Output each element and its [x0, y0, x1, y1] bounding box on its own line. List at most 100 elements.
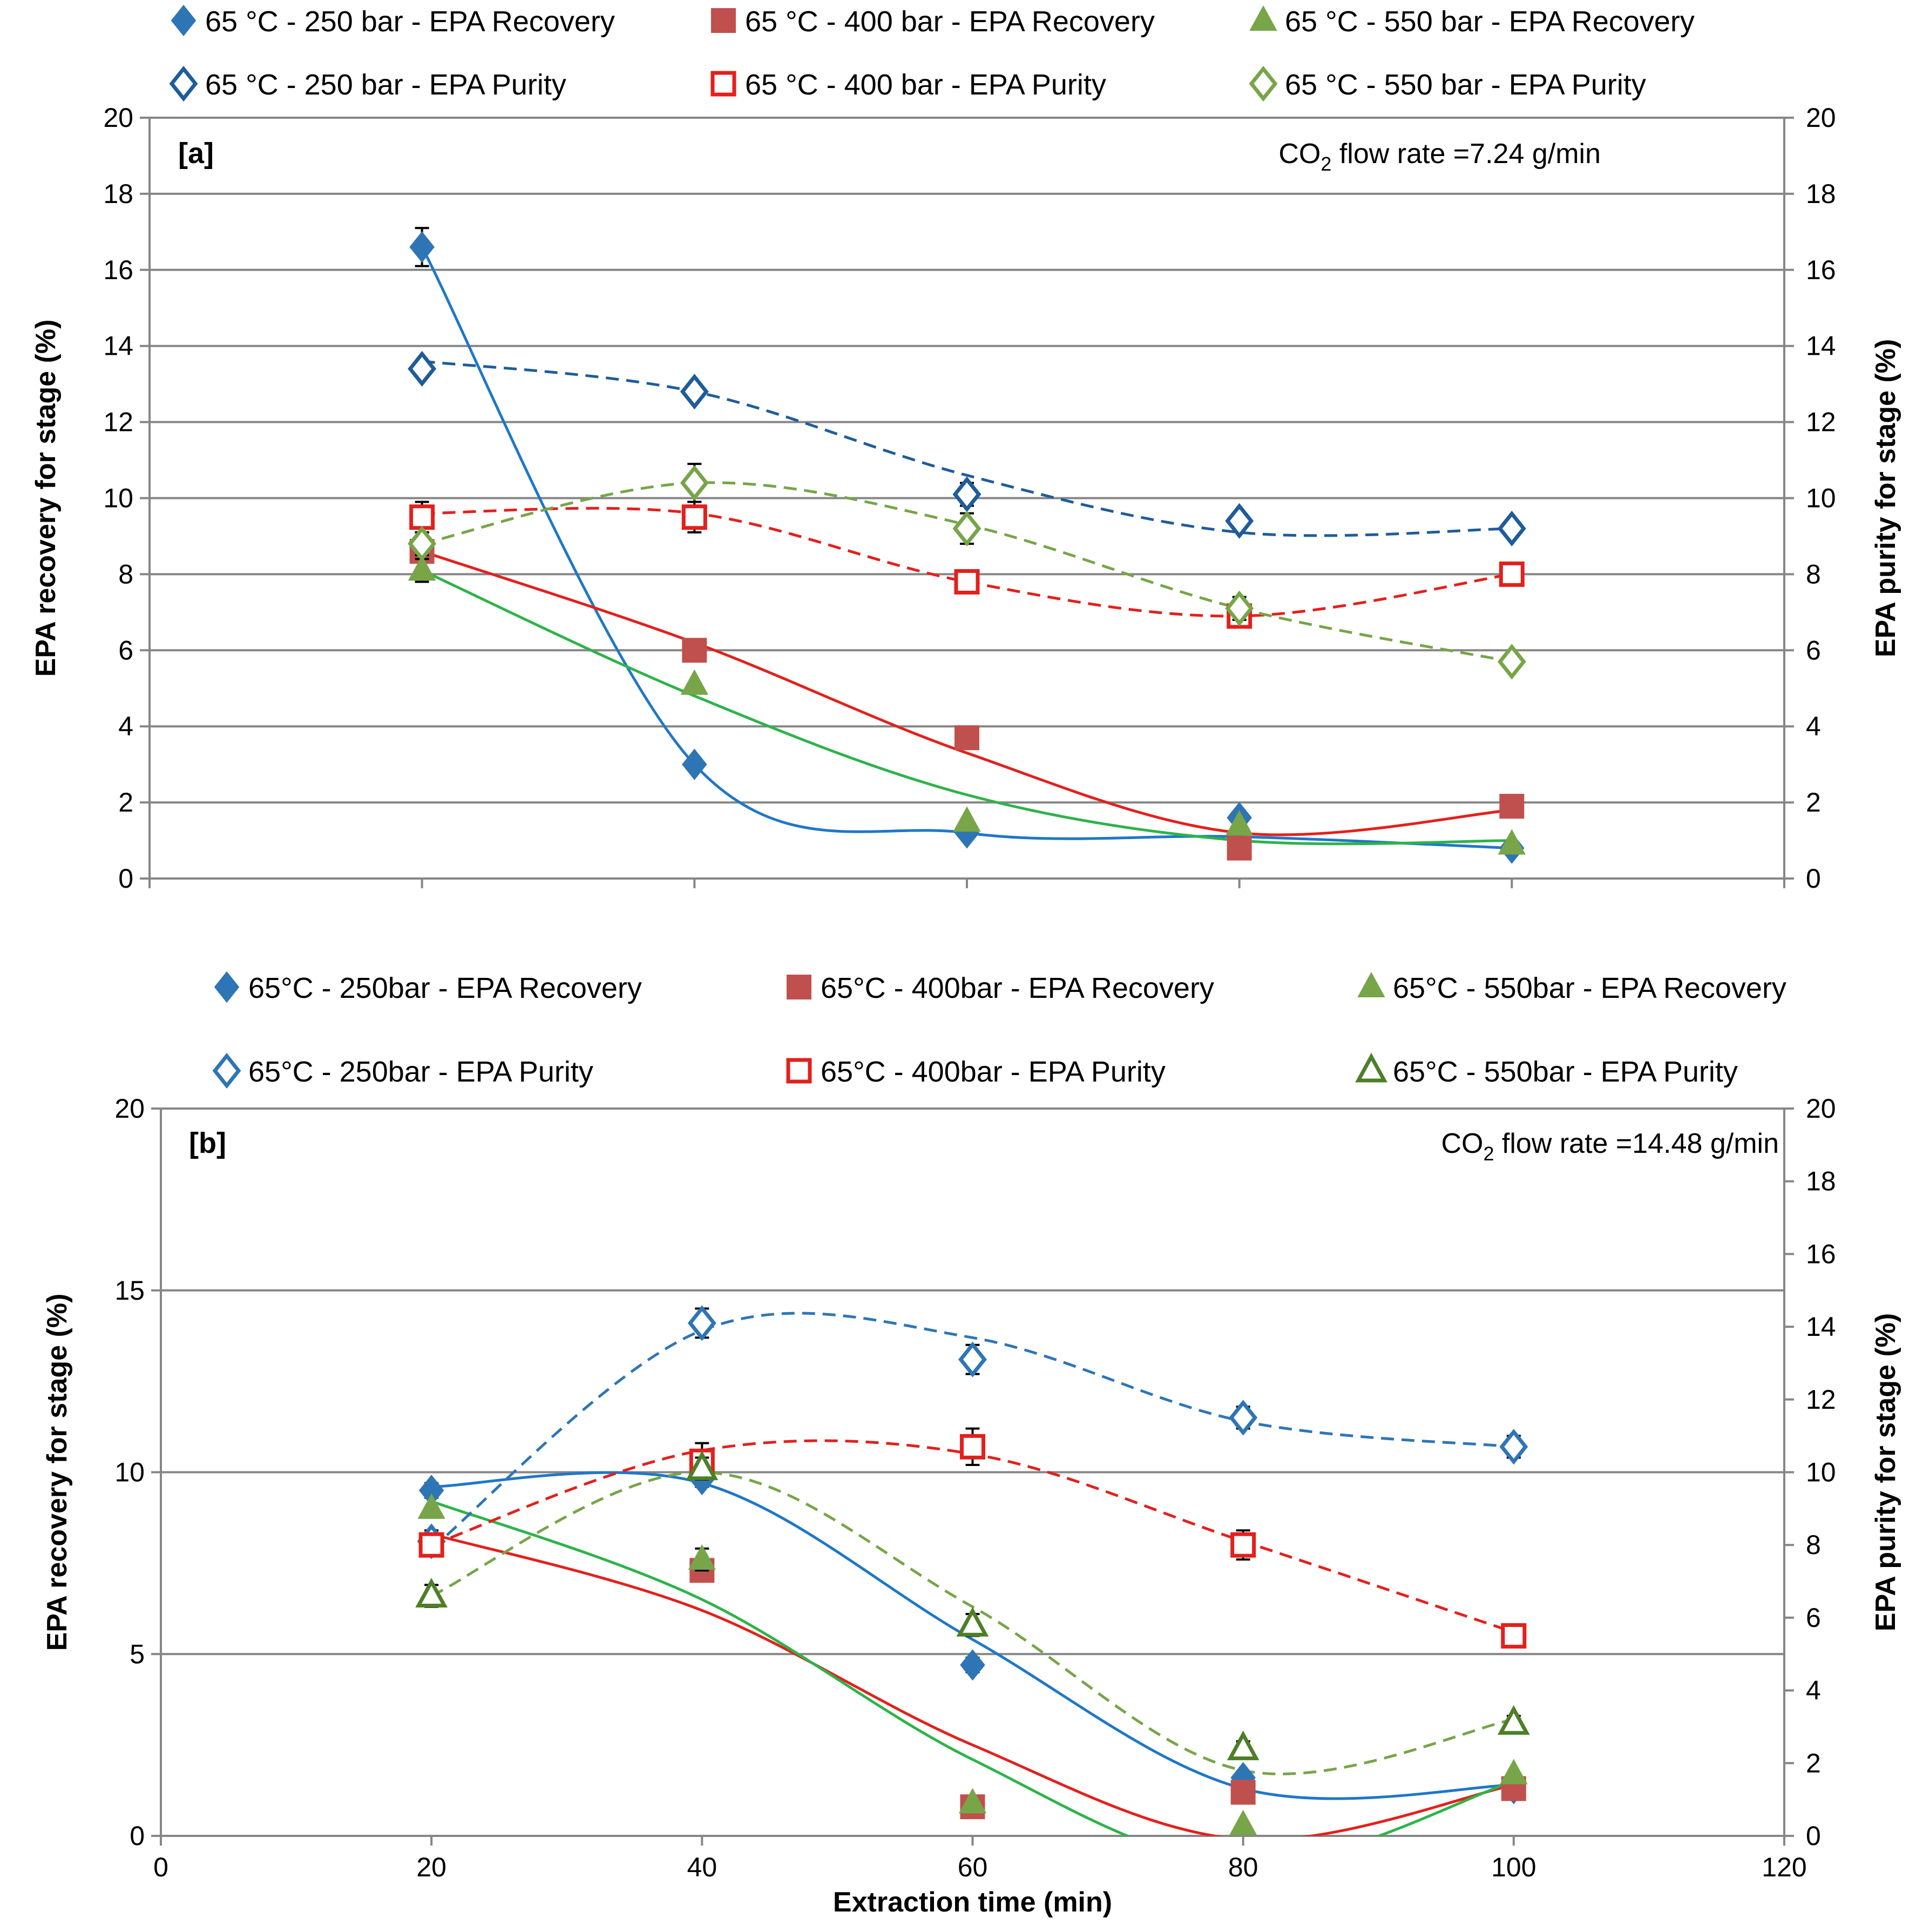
y-axis-title-left: EPA recovery for stage (%) [30, 320, 62, 677]
y2-tick-label: 6 [1806, 635, 1821, 665]
data-point-65-c-400-bar-epa-purity-x40 [681, 504, 707, 530]
x-tick-label: 80 [1228, 1852, 1258, 1882]
data-point-65-c-250-bar-epa-purity-x20 [408, 350, 437, 387]
y2-tick-label: 12 [1806, 1384, 1836, 1415]
flow-rate-annotation: CO2 flow rate =14.48 g/min [1441, 1128, 1779, 1165]
y2-tick-label: 0 [1806, 1821, 1821, 1851]
data-point-65-c-400-bar-epa-purity-x100 [1499, 561, 1525, 587]
legend-label: 65°C - 250bar - EPA Purity [248, 1056, 593, 1088]
legend-marker-65-c-400-bar-epa-recovery [711, 8, 736, 33]
legend-marker-65-c-250-bar-epa-purity [169, 65, 198, 102]
trendline-65-c-250-bar-epa-purity [422, 360, 1512, 537]
y2-tick-label: 20 [1806, 103, 1836, 133]
y2-tick-label: 4 [1806, 711, 1821, 741]
data-point-65-c-250bar-epa-purity-x80 [1229, 1400, 1258, 1436]
data-point-65-c-250bar-epa-purity-x60 [958, 1341, 987, 1377]
data-point-65-c-250-bar-epa-purity-x60 [952, 476, 981, 512]
trendline-65-c-250bar-epa-purity [430, 1312, 1514, 1550]
y-axis-title-right: EPA purity for stage (%) [1870, 339, 1901, 657]
y-tick-label: 8 [118, 559, 133, 589]
y-axis-title-right: EPA purity for stage (%) [1870, 1313, 1901, 1631]
y2-tick-label: 14 [1806, 1312, 1836, 1342]
legend-label: 65 °C - 400 bar - EPA Purity [745, 69, 1106, 101]
trendline-65-c-400-bar-epa-recovery [421, 550, 1512, 836]
data-point-65-c-550-bar-epa-purity-x60 [952, 510, 981, 546]
data-point-65-c-400-bar-epa-recovery-x60 [954, 725, 979, 751]
y-tick-label: 10 [114, 1457, 145, 1488]
y2-tick-label: 8 [1806, 559, 1821, 589]
panel-label: [b] [189, 1127, 226, 1159]
data-point-65-c-250-bar-epa-recovery-x20 [409, 231, 435, 263]
trendline-65-c-550-bar-epa-recovery [421, 569, 1512, 846]
data-point-65-c-250-bar-epa-purity-x40 [680, 374, 709, 410]
legend-marker-65-c-400bar-epa-recovery [787, 975, 811, 999]
y-tick-label: 20 [103, 103, 133, 133]
legend-marker-65-c-250bar-epa-purity [212, 1052, 241, 1089]
data-point-65-c-250bar-epa-purity-x100 [1499, 1429, 1528, 1465]
data-point-65-c-400-bar-epa-recovery-x40 [682, 638, 707, 663]
y2-tick-label: 0 [1806, 863, 1821, 894]
y2-tick-label: 14 [1806, 331, 1836, 361]
trendlines [430, 1312, 1514, 1836]
y2-tick-label: 16 [1806, 1239, 1836, 1269]
data-point-65-c-400-bar-epa-recovery-x100 [1499, 794, 1525, 819]
y-tick-label: 12 [103, 407, 133, 437]
flow-rate-annotation: CO2 flow rate =7.24 g/min [1278, 138, 1601, 175]
y2-tick-label: 20 [1806, 1093, 1836, 1124]
data-point-65-c-550bar-epa-recovery-x80 [1229, 1809, 1257, 1835]
chart-panel-a: 0 2 4 6 8 10 12 14 16 18 20 0 2 4 6 8 10 12 14 16 18 20 EPA re… [30, 4, 1901, 894]
data-point-65-c-550-bar-epa-recovery-x60 [953, 806, 981, 832]
y-tick-label: 14 [103, 331, 133, 361]
data-point-65-c-400-bar-epa-purity-x60 [954, 569, 980, 595]
y-tick-label: 4 [118, 711, 133, 741]
x-tick-label: 20 [416, 1852, 446, 1882]
trendline-65-c-550bar-epa-purity [431, 1470, 1514, 1775]
legend-label: 65 °C - 550 bar - EPA Purity [1285, 69, 1646, 101]
panel-label: [a] [178, 137, 214, 170]
data-point-65-c-550bar-epa-purity-x40 [686, 1450, 719, 1481]
data-point-65-c-550bar-epa-recovery-x40 [688, 1544, 716, 1570]
legend-label: 65 °C - 550 bar - EPA Recovery [1285, 5, 1695, 38]
series-65-c-550-bar-epa-recovery [408, 555, 1526, 855]
legend-marker-65-c-550-bar-epa-recovery [1249, 5, 1277, 31]
series-65-c-550bar-epa-purity [415, 1450, 1530, 1760]
trendline-65-c-400bar-epa-purity [431, 1439, 1514, 1634]
legend-marker-65-c-550bar-epa-recovery [1357, 971, 1385, 997]
chart-panel-b: 0 5 10 15 20 0 2 4 6 8 10 12 14 16 18 20 0 20 40 60 80 100 120… [42, 971, 1901, 1918]
data-point-65-c-550-bar-epa-recovery-x80 [1225, 810, 1254, 836]
legend: 65 °C - 250 bar - EPA Recovery 65 °C - 40… [169, 4, 1695, 102]
data-point-65-c-400-bar-epa-recovery-x80 [1227, 835, 1252, 861]
legend-marker-65-c-550-bar-epa-purity [1249, 65, 1278, 102]
data-point-65-c-550-bar-epa-purity-x20 [408, 525, 437, 562]
y2-tick-label: 10 [1806, 1457, 1836, 1488]
y2-tick-label: 18 [1806, 1166, 1836, 1197]
y2-tick-label: 12 [1806, 407, 1836, 437]
y-tick-label: 0 [118, 863, 133, 894]
trendline-65-c-250bar-epa-recovery [431, 1471, 1514, 1800]
data-point-65-c-550bar-epa-recovery-x100 [1500, 1759, 1528, 1785]
y2-tick-label: 6 [1806, 1603, 1821, 1633]
data-point-65-c-550bar-epa-purity-x60 [956, 1607, 989, 1637]
data-point-65-c-400bar-epa-recovery-x80 [1230, 1780, 1256, 1805]
data-point-65-c-400bar-epa-purity-x80 [1230, 1532, 1256, 1558]
y-tick-label: 6 [118, 635, 133, 665]
data-point-65-c-550-bar-epa-recovery-x40 [680, 669, 709, 695]
legend-marker-65-c-550bar-epa-purity [1355, 1052, 1387, 1083]
data-point-65-c-550-bar-epa-purity-x40 [680, 465, 709, 501]
y2-tick-label: 10 [1806, 483, 1836, 514]
data-point-65-c-550-bar-epa-recovery-x20 [408, 555, 436, 581]
legend-label: 65 °C - 250 bar - EPA Recovery [205, 5, 615, 38]
y2-tick-label: 2 [1806, 1748, 1821, 1778]
x-tick-label: 40 [687, 1852, 717, 1882]
legend-marker-65-c-250-bar-epa-recovery [171, 4, 197, 37]
x-axis-title: Extraction time (min) [833, 1887, 1112, 1918]
x-tick-label: 60 [958, 1852, 988, 1882]
trendline-65-c-400bar-epa-recovery [431, 1532, 1514, 1836]
y2-tick-label: 8 [1806, 1530, 1821, 1560]
y-tick-label: 2 [118, 787, 133, 818]
y2-tick-label: 4 [1806, 1676, 1821, 1706]
data-point-65-c-550bar-epa-purity-x80 [1227, 1731, 1260, 1760]
y-tick-label: 5 [130, 1639, 145, 1669]
data-point-65-c-550bar-epa-recovery-x60 [958, 1788, 987, 1814]
